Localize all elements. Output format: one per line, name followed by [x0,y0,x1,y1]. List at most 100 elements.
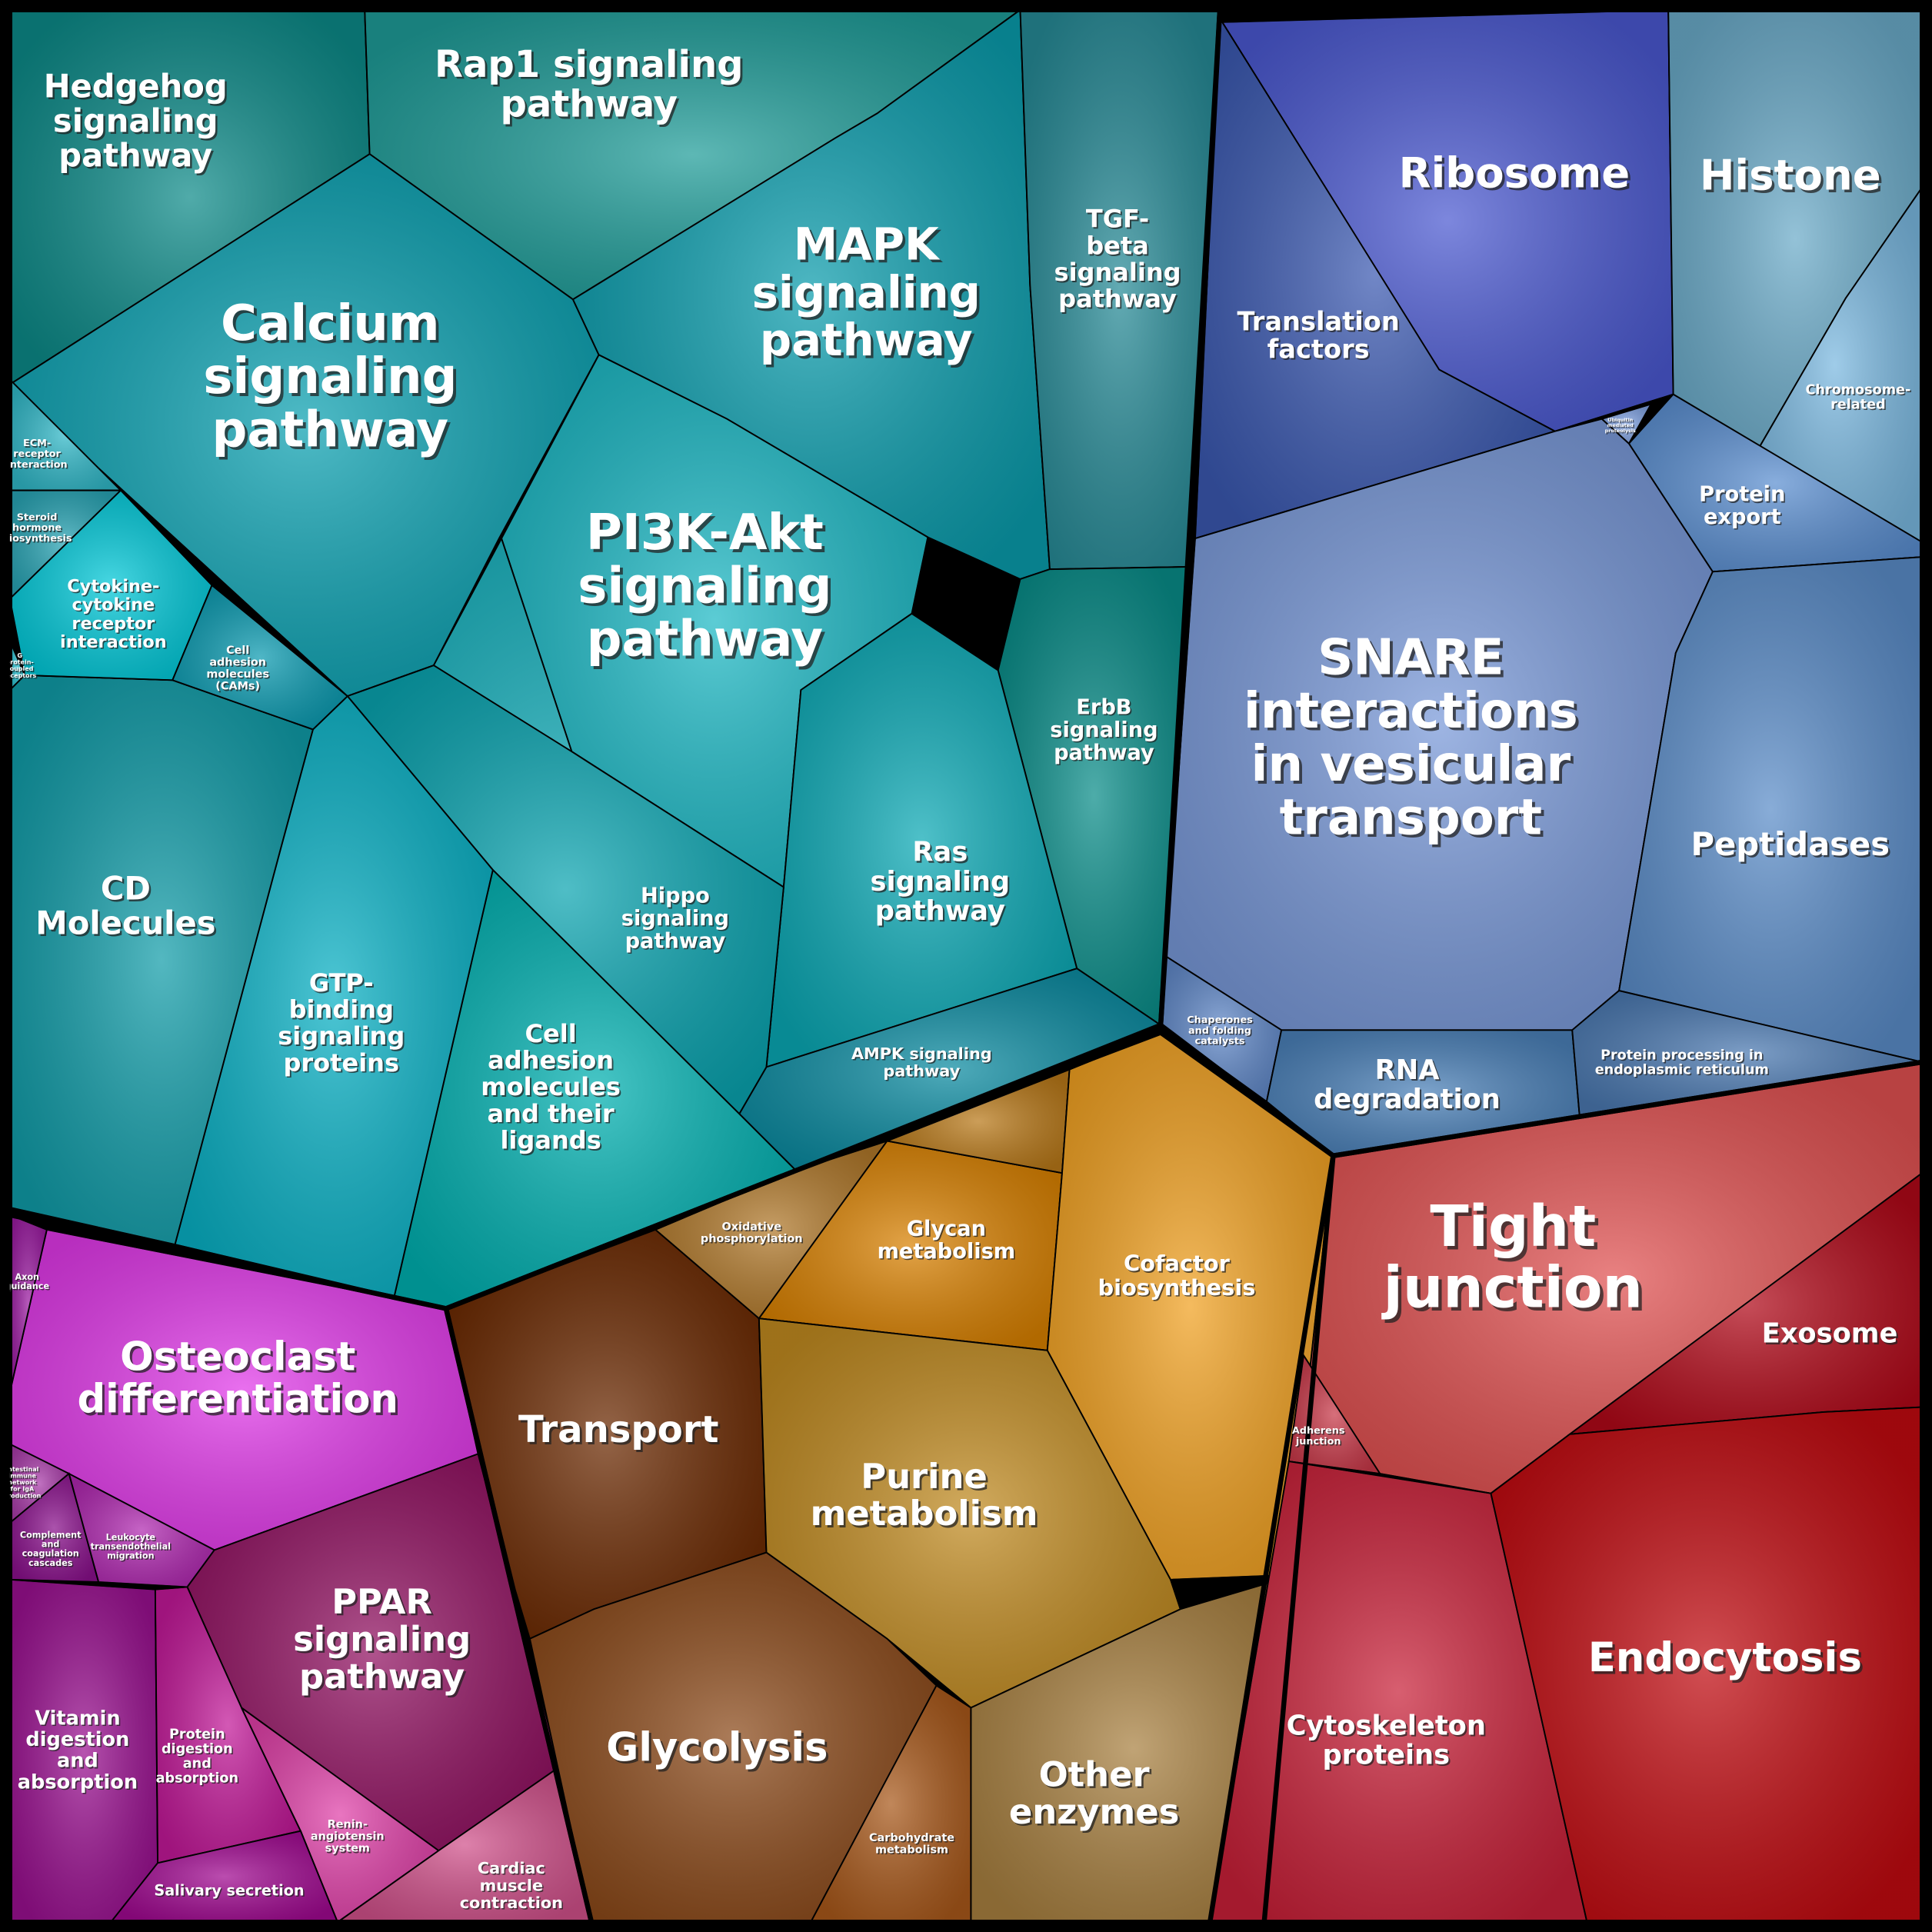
cell-label-shadow: in vesicular [1254,739,1574,796]
cell-label-shadow: junction [1296,1437,1342,1448]
cell-label-histone: Histone [1700,151,1881,200]
cell-label-shadow: SNARE [1321,632,1507,689]
cell-label-shadow: metabolism [812,1495,1040,1536]
cell-label-hedgehog: Hedgehog [44,68,228,105]
cell-label-shadow: pathway [884,1063,961,1081]
cell-erbb[interactable] [997,565,1191,1027]
cell-peptidases[interactable] [1617,556,1924,1064]
cell-label-shadow: G [18,654,24,661]
cell-label-leukocyte: migration [107,1551,155,1561]
cell-ras[interactable] [765,612,1078,1068]
cell-rnadeg[interactable] [1265,1029,1581,1157]
cell-label-exosome: Exosome [1762,1318,1898,1350]
cell-label-glycan: Glycan [907,1217,986,1241]
cell-label-shadow: Translation [1239,308,1401,338]
cell-label-hippo: signaling [621,907,729,931]
cell-label-celladh: adhesion [488,1046,614,1075]
cell-label-tgfbeta: pathway [1058,285,1177,314]
cell-translation[interactable] [1194,9,1557,540]
cell-label-purine: Purine [861,1456,988,1497]
cell-label-shadow: Purine [863,1457,990,1498]
cell-label-cd: CD [101,870,151,908]
cell-label-shadow: coupled [7,667,35,674]
cell-cytokine[interactable] [8,489,213,681]
cell-label-shadow: protein- [7,660,35,667]
cell-label-hedgehog: signaling [53,102,218,140]
cell-label-chromosome: related [1830,398,1886,413]
cell-label-proteinproc: endoplasmic reticulum [1595,1063,1769,1078]
cell-label-adherens: Adherens [1292,1425,1345,1437]
cell-label-shadow: guidance [6,1283,51,1293]
cell-label-shadow: pathway [589,614,826,671]
cell-label-shadow: and [58,1750,100,1774]
cell-label-shadow: TGF- [1088,206,1151,235]
cell-label-gpcr: coupled [6,665,34,672]
cell-label-mapk: pathway [760,314,973,366]
cell-transport[interactable] [445,1228,768,1641]
cell-label-rnadeg: RNA [1375,1054,1441,1086]
cell-label-shadow: signaling [279,1023,406,1052]
cell-label-snare: in vesicular [1251,736,1571,793]
cell-calcium[interactable] [8,153,600,698]
cell-shading [1194,9,1557,540]
cell-label-shadow: interaction [62,634,168,654]
cell-label-otherenz: enzymes [1009,1791,1180,1832]
cell-label-shadow: Adherens [1293,1427,1346,1438]
cell-label-intestinal: for IgA [11,1486,35,1493]
cell-label-shadow: binding [291,997,395,1026]
cell-label-shadow: proteolysis [1606,428,1637,435]
cell-label-shadow: pathway [626,931,727,954]
cell-glycolysis[interactable] [528,1551,938,1924]
cell-carbo[interactable] [809,1684,972,1924]
cell-label-pi3k: PI3K-Akt [586,505,824,561]
cell-label-pi3k: pathway [587,611,824,668]
cell-label-shadow: degradation [1315,1085,1502,1117]
cell-label-peptidases: Peptidases [1691,825,1890,863]
cell-label-calcium: Calcium [221,295,440,352]
cell-gpcr[interactable] [8,640,26,692]
cell-celladh[interactable] [393,868,798,1310]
cell-snare[interactable] [1164,418,1714,1031]
cell-label-cytoskeleton: proteins [1322,1739,1450,1770]
cell-label-shadow: GTP- [311,970,375,999]
cell-label-shadow: pathway [301,1658,467,1699]
cell-label-shadow: pathway [1055,742,1156,766]
cell-label-shadow: enzymes [1011,1794,1182,1834]
cell-label-protdig: and [183,1757,212,1772]
cell-label-shadow: biosynthesis [1099,1276,1257,1302]
cell-osteoclast[interactable] [8,1228,479,1551]
cell-label-oxphos: phosphorylation [701,1233,803,1245]
cell-label-shadow: signaling [872,868,1012,899]
cell-label-shadow: related [1832,398,1887,414]
cell-label-snare: transport [1280,789,1542,846]
cell-label-hedgehog: pathway [58,137,212,175]
cell-label-shadow: migration [108,1552,156,1562]
cell-label-leukocyte: transendothelial [91,1541,171,1551]
cell-cytoskeleton[interactable] [1209,1460,1588,1924]
cell-tgfbeta[interactable] [1019,8,1221,571]
cell-cams[interactable] [172,584,349,731]
cell-label-shadow: CD [102,871,152,909]
cell-label-ecm: receptor [13,448,61,460]
cell-label-shadow: metabolism [878,1241,1017,1265]
cell-label-cams: (CAMs) [215,681,260,693]
cell-label-shadow: proteins [1324,1741,1452,1773]
cell-label-ubiquitin: Ubiquitin [1607,417,1634,423]
cell-label-shadow: ECM- [25,439,52,451]
cell-label-shadow: catalysts [1196,1037,1246,1048]
cell-cardiac[interactable] [335,1765,593,1924]
cell-label-shadow: Chromosome- [1807,384,1912,399]
cell-label-shadow: Chaperones [1188,1016,1254,1028]
cell-label-shadow: muscle [481,1877,544,1896]
cell-label-rap1: pathway [500,83,678,126]
cell-glycantop[interactable] [884,1068,1071,1174]
cell-otherenz[interactable] [970,1574,1297,1924]
cell-label-erbb: pathway [1054,741,1154,764]
cell-label-vitamin: digestion [25,1728,129,1751]
cell-label-shadow: Salivary secretion [155,1883,305,1900]
cell-label-shadow: interactions [1247,686,1581,743]
cell-label-shadow: cytokine [73,596,156,616]
cell-label-axon: guidance [5,1281,49,1291]
cell-endocytosis[interactable] [1490,1406,1924,1924]
cell-label-shadow: Molecules [38,906,218,944]
